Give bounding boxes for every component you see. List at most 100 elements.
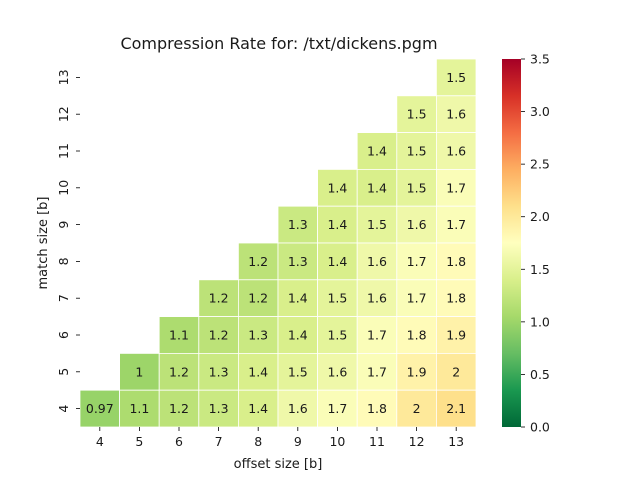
- cell-value-label: 1.5: [367, 217, 387, 232]
- cell-value-label: 1.6: [446, 144, 466, 159]
- heatmap-cell: [317, 242, 358, 281]
- heatmap-cell: [277, 389, 318, 428]
- cell-value-label: 1.4: [327, 180, 347, 195]
- y-tick-label: 13: [56, 69, 71, 85]
- cell-value-label: 1.7: [407, 254, 427, 269]
- x-tick-label: 10: [329, 434, 345, 449]
- cell-value-label: 1.8: [446, 291, 466, 306]
- cell-value-label: 1.3: [288, 254, 308, 269]
- colorbar-gradient: [502, 59, 521, 427]
- y-tick-label: 6: [56, 331, 71, 339]
- cell-value-label: 2.1: [446, 401, 466, 416]
- heatmap-cell: [198, 352, 239, 391]
- cell-value-label: 1.2: [209, 291, 229, 306]
- x-tick-label: 6: [175, 434, 183, 449]
- cell-value-label: 1.4: [248, 401, 268, 416]
- heatmap-cell: [396, 242, 437, 281]
- heatmap-cell: [237, 352, 279, 391]
- cell-value-label: 1.6: [407, 217, 427, 232]
- heatmap-cell: [317, 352, 358, 391]
- cell-value-label: 1.7: [367, 328, 387, 343]
- cell-value-label: 1.3: [248, 328, 268, 343]
- x-tick-label: 12: [409, 434, 425, 449]
- heatmap-cell: [396, 279, 437, 317]
- heatmap-cell: [237, 389, 279, 428]
- x-axis: 4 5 6 7 8 9 10 11 12 13: [96, 427, 464, 449]
- cell-value-label: 1.9: [407, 364, 427, 379]
- cell-value-label: 0.97: [86, 401, 114, 416]
- cell-value-label: 1.7: [327, 401, 347, 416]
- heatmap-cell: [435, 242, 477, 281]
- x-tick-label: 7: [215, 434, 223, 449]
- heatmap-cell: [119, 389, 160, 428]
- heatmap-cell: [317, 205, 358, 244]
- y-tick-label: 4: [56, 405, 71, 413]
- cell-value-label: 1.1: [129, 401, 149, 416]
- colorbar-tick-label: 2.0: [530, 209, 550, 224]
- heatmap-cell: [158, 316, 200, 354]
- cell-value-label: 1.4: [288, 328, 308, 343]
- heatmap-cell: [198, 389, 239, 428]
- heatmap-cell: [435, 95, 477, 134]
- cell-value-label: 1.4: [248, 364, 268, 379]
- cell-value-label: 1.3: [288, 217, 308, 232]
- x-tick-label: 5: [135, 434, 143, 449]
- cell-value-label: 1.6: [327, 364, 347, 379]
- heatmap-cell: [396, 95, 437, 134]
- heatmap-cell: [356, 242, 398, 281]
- heatmap-cell: [237, 242, 279, 281]
- cell-value-label: 1.5: [407, 107, 427, 122]
- y-axis: 13 12 11 10 9 8 7 6 5 4: [56, 69, 80, 413]
- colorbar-tick-label: 3.0: [530, 104, 550, 119]
- x-tick-label: 9: [294, 434, 302, 449]
- heatmap-cell: [356, 168, 398, 207]
- heatmap-cell: [119, 352, 160, 391]
- cell-value-label: 1.5: [288, 364, 308, 379]
- heatmap-cell: [435, 352, 477, 391]
- cell-value-label: 1.4: [367, 180, 387, 195]
- heatmap-cell: [396, 389, 437, 428]
- colorbar-tick-label: 2.5: [530, 157, 550, 172]
- cell-value-label: 1.5: [327, 328, 347, 343]
- cell-value-label: 1.7: [407, 291, 427, 306]
- y-tick-label: 5: [56, 368, 71, 376]
- y-tick-label: 7: [56, 294, 71, 302]
- cell-value-label: 1.3: [209, 364, 229, 379]
- heatmap-cell: [435, 58, 477, 97]
- x-axis-label: offset size [b]: [234, 457, 323, 472]
- cell-value-label: 1.7: [367, 364, 387, 379]
- cell-value-label: 2: [413, 401, 421, 416]
- cell-value-label: 1.2: [209, 328, 229, 343]
- cell-value-label: 1.6: [288, 401, 308, 416]
- cell-value-label: 1.5: [327, 291, 347, 306]
- cell-value-label: 1.2: [169, 401, 189, 416]
- x-tick-label: 4: [96, 434, 104, 449]
- cell-value-label: 1.6: [446, 107, 466, 122]
- cell-value-label: 1.2: [248, 291, 268, 306]
- cell-value-label: 1.6: [367, 291, 387, 306]
- cell-value-label: 1.4: [327, 217, 347, 232]
- cell-value-label: 1.5: [407, 144, 427, 159]
- y-axis-label: match size [b]: [36, 197, 51, 290]
- cell-value-label: 1.5: [446, 70, 466, 85]
- heatmap-cell: [237, 279, 279, 317]
- y-tick-label: 12: [56, 106, 71, 122]
- cell-value-label: 1.9: [446, 328, 466, 343]
- heatmap-cell: [396, 205, 437, 244]
- cell-value-label: 1.5: [407, 180, 427, 195]
- cell-value-label: 1.8: [367, 401, 387, 416]
- cell-value-label: 2: [452, 364, 460, 379]
- cell-value-label: 1.8: [446, 254, 466, 269]
- cell-value-label: 1.7: [446, 180, 466, 195]
- heatmap-cell: [435, 316, 477, 354]
- cell-value-label: 1: [135, 364, 143, 379]
- heatmap-cell: [277, 242, 318, 281]
- cell-value-label: 1.2: [169, 364, 189, 379]
- x-tick-label: 8: [254, 434, 262, 449]
- y-tick-label: 11: [56, 143, 71, 159]
- colorbar-tick-label: 0.0: [530, 420, 550, 435]
- cell-value-label: 1.1: [169, 328, 189, 343]
- heatmap-cell: [435, 132, 477, 170]
- cell-value-label: 1.4: [327, 254, 347, 269]
